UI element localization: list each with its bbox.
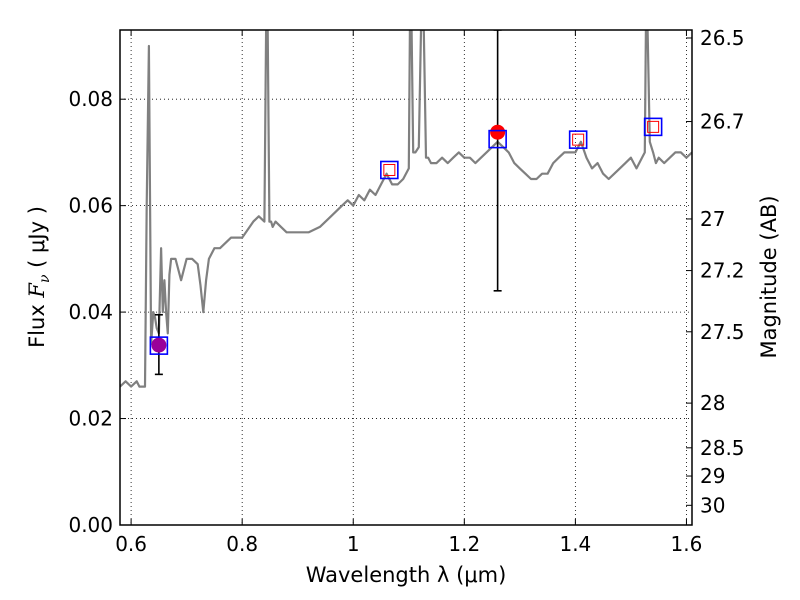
y2-tick-label: 30 <box>700 493 725 517</box>
y-tick-label: 0.06 <box>68 194 113 218</box>
x-tick-label: 0.6 <box>115 532 147 556</box>
y2-tick-label: 28.5 <box>700 436 745 460</box>
x-tick-label: 1 <box>347 532 360 556</box>
model-flux-square <box>568 130 588 149</box>
model-flux-inner-square <box>647 120 660 133</box>
x-tick-label: 1.4 <box>559 532 591 556</box>
x-axis-label: Wavelength λ (μm) <box>306 563 507 587</box>
model-flux-square <box>643 117 663 137</box>
y2-tick-label: 27.5 <box>700 320 745 344</box>
model-flux-square <box>149 336 169 355</box>
plot-area <box>120 30 692 388</box>
x-tick-label: 0.8 <box>226 532 258 556</box>
observed-point <box>490 124 506 140</box>
x-tick-label: 1.2 <box>448 532 480 556</box>
observed-point <box>151 337 167 353</box>
y-tick-label: 0.02 <box>68 407 113 431</box>
y-axis-label: Flux Fν ( μJy ) <box>25 206 53 348</box>
model-flux-inner-square <box>572 133 585 146</box>
y2-tick-label: 27.2 <box>700 259 745 283</box>
y2-tick-label: 29 <box>700 464 725 488</box>
model-flux-square <box>380 160 399 180</box>
y2-tick-label: 27 <box>700 207 725 231</box>
model-flux-inner-square <box>383 163 396 176</box>
y2-axis-label: Magnitude (AB) <box>757 195 781 358</box>
y-tick-label: 0.04 <box>68 300 113 324</box>
model-spectrum-line <box>120 30 692 388</box>
y-tick-label: 0.08 <box>68 87 113 111</box>
y2-tick-label: 28 <box>700 391 725 415</box>
y-tick-label: 0.00 <box>68 513 113 537</box>
model-flux-square <box>488 129 507 149</box>
y2-tick-label: 26.5 <box>700 26 745 50</box>
plot-frame <box>119 29 693 526</box>
axes: 0.6 0.8 1 1.2 1.4 1.6 0.00 0.02 0.04 0.06 0.08 26.5… <box>68 26 744 556</box>
y2-tick-label: 26.7 <box>700 110 745 134</box>
x-tick-label: 1.6 <box>671 532 703 556</box>
